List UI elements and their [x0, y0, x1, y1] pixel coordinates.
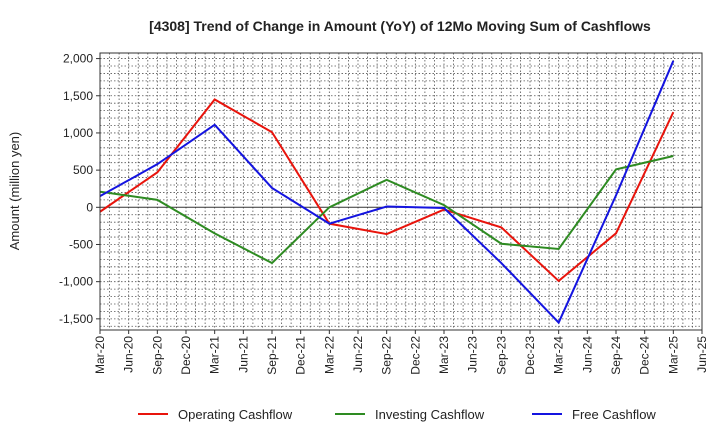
- plot-area: [100, 53, 702, 330]
- y-tick-label: -1,500: [59, 312, 93, 326]
- x-tick-label: Mar-24: [552, 336, 566, 374]
- x-tick-label: Dec-23: [523, 336, 537, 375]
- x-tick-label: Sep-24: [609, 336, 623, 375]
- x-tick-label: Jun-21: [236, 336, 250, 373]
- x-tick-label: Jun-23: [466, 336, 480, 373]
- x-tick-label: Sep-20: [150, 336, 164, 375]
- x-tick-label: Dec-22: [408, 336, 422, 375]
- y-axis-label: Amount (million yen): [7, 132, 22, 251]
- legend-label-free-cashflow: Free Cashflow: [572, 407, 656, 422]
- x-tick-label: Sep-22: [380, 336, 394, 375]
- y-tick-label: 0: [86, 200, 93, 214]
- gridlines: [100, 53, 702, 330]
- y-axis: 2,000 1,500 1,000 500 0 -500 -1,000 -1,500: [59, 52, 100, 326]
- y-tick-label: 1,500: [63, 89, 93, 103]
- y-tick-label: 500: [73, 163, 93, 177]
- series-layer: [99, 60, 675, 325]
- plot-border: [99, 52, 703, 331]
- legend: Operating Cashflow Investing Cashflow Free…: [138, 407, 656, 422]
- plot-frame: [99, 52, 703, 331]
- y-tick-label: -1,000: [59, 275, 93, 289]
- y-tick-label: 2,000: [63, 52, 93, 66]
- x-tick-label: Dec-20: [179, 336, 193, 375]
- x-axis: Mar-20 Jun-20 Sep-20 Dec-20 Mar-21 Jun-21 Sep-…: [93, 330, 709, 375]
- series-line-operating-cashflow: [99, 98, 675, 283]
- x-tick-label: Jun-25: [695, 336, 709, 373]
- x-tick-label: Dec-21: [294, 336, 308, 375]
- x-tick-label: Mar-22: [322, 336, 336, 374]
- legend-label-investing-cashflow: Investing Cashflow: [375, 407, 485, 422]
- y-tick-label: 1,000: [63, 126, 93, 140]
- plot-background: [100, 53, 702, 330]
- x-tick-label: Jun-20: [122, 336, 136, 373]
- x-tick-label: Mar-20: [93, 336, 107, 374]
- series-line-free-cashflow: [99, 60, 675, 325]
- series-line-investing-cashflow: [99, 155, 674, 265]
- x-tick-label: Mar-25: [666, 336, 680, 374]
- x-tick-label: Jun-24: [580, 336, 594, 373]
- x-tick-label: Dec-24: [638, 336, 652, 375]
- x-tick-label: Mar-21: [208, 336, 222, 374]
- x-tick-label: Sep-21: [265, 336, 279, 375]
- x-tick-label: Mar-23: [437, 336, 451, 374]
- x-tick-label: Jun-22: [351, 336, 365, 373]
- legend-label-operating-cashflow: Operating Cashflow: [178, 407, 293, 422]
- chart-title: [4308] Trend of Change in Amount (YoY) o…: [149, 18, 651, 34]
- y-tick-label: -500: [69, 237, 93, 251]
- x-tick-label: Sep-23: [494, 336, 508, 375]
